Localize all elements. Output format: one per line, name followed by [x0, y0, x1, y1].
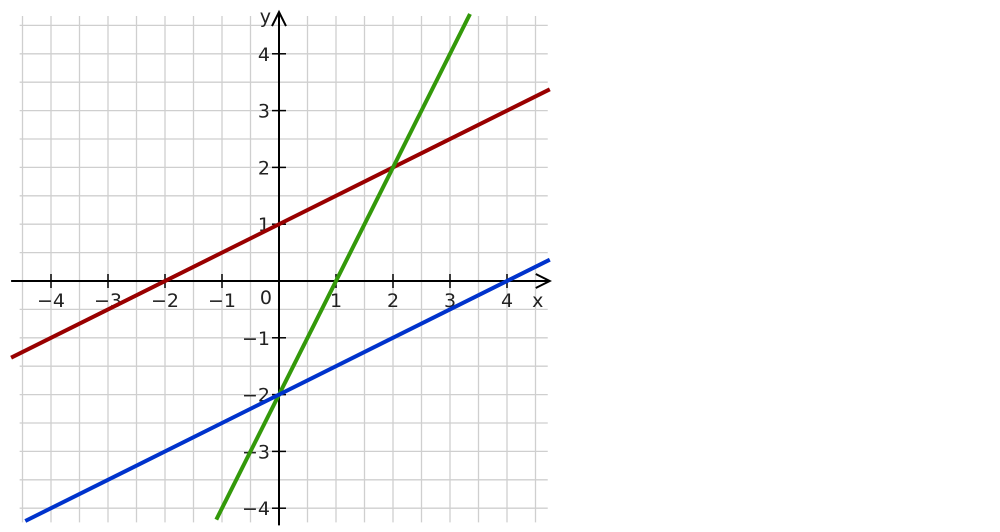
- series-line-2: [214, 13, 472, 521]
- series-line-3: [24, 257, 551, 523]
- grid: [19, 16, 548, 523]
- x-tick-label: 4: [501, 290, 513, 312]
- x-tick-label: −1: [208, 290, 236, 312]
- x-tick-label: −2: [151, 290, 179, 312]
- y-tick-label: −4: [242, 498, 270, 520]
- y-tick-label: 3: [258, 101, 270, 123]
- origin-label: 0: [260, 287, 272, 309]
- x-axis-arrow: [535, 273, 552, 289]
- y-tick-label: −1: [242, 328, 270, 350]
- series-layer: [10, 13, 551, 523]
- axes: [11, 9, 552, 526]
- x-axis-label: x: [532, 290, 543, 312]
- y-axis-arrow: [271, 9, 287, 27]
- x-tick-label: −4: [37, 290, 65, 312]
- series-line-1: [10, 87, 551, 360]
- x-tick-label: 1: [330, 290, 342, 312]
- x-tick-label: 2: [387, 290, 399, 312]
- y-tick-label: 2: [258, 157, 270, 179]
- y-axis-label: y: [260, 6, 271, 28]
- y-tick-label: 4: [258, 44, 270, 66]
